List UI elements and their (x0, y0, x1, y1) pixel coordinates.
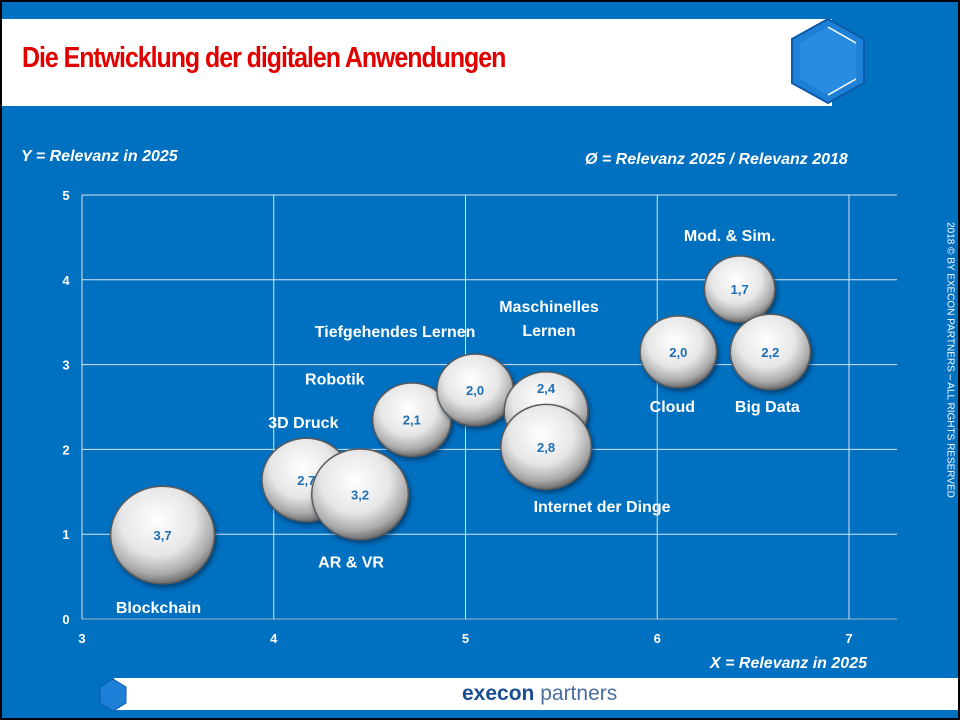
bubble-size-note: Ø = Relevanz 2025 / Relevanz 2018 (585, 151, 848, 168)
y-tick-label: 2 (62, 442, 69, 457)
bubble-value-label: 2,0 (669, 345, 687, 360)
bubble-value-label: 2,4 (537, 381, 556, 396)
bubble-value-label: 1,7 (731, 282, 749, 297)
footer-hexagon-icon (99, 678, 127, 712)
logo-light: partners (534, 682, 618, 705)
bubble-circle (310, 448, 410, 541)
y-axis-note: Y = Relevanz in 2025 (21, 148, 178, 165)
y-tick-label: 0 (62, 612, 69, 627)
point-name-label: Robotik (305, 372, 365, 389)
y-tick-label: 1 (62, 527, 69, 542)
bubble-big-data: 2,2 (729, 313, 812, 391)
x-tick-label: 4 (270, 631, 278, 646)
point-name-label: Mod. & Sim. (684, 228, 776, 245)
bubble-value-label: 3,2 (351, 487, 369, 502)
bubble-ar-vr: 3,2 (310, 448, 410, 541)
footer-band (114, 678, 958, 710)
hexagon-logo-icon (791, 17, 865, 105)
page-title: Die Entwicklung der digitalen Anwendunge… (22, 42, 506, 74)
bubble-blockchain: 3,7 (109, 485, 216, 585)
bubble-circle (371, 382, 452, 458)
point-name-label: Cloud (650, 399, 695, 416)
header-band (2, 19, 832, 106)
bubble-circle (639, 315, 718, 389)
y-tick-label: 4 (62, 273, 70, 288)
point-name-label: Lernen (522, 323, 575, 340)
y-tick-label: 5 (62, 188, 69, 203)
execon-partners-logo: execon partners (462, 682, 617, 706)
bubble-cloud: 2,0 (639, 315, 718, 389)
bubble-robotik: 2,1 (371, 382, 452, 458)
x-tick-label: 7 (845, 631, 852, 646)
point-name-label: Internet der Dinge (534, 499, 671, 516)
point-name-label: Tiefgehendes Lernen (315, 324, 476, 341)
logo-bold: execon (462, 682, 535, 705)
bubble-value-label: 2,0 (466, 383, 484, 398)
bubble-circle (109, 485, 216, 585)
point-name-label: Big Data (735, 399, 800, 416)
point-name-label: Blockchain (116, 600, 201, 617)
bubble-circle (500, 403, 592, 491)
bubble-value-label: 2,2 (761, 345, 779, 360)
bubble-value-label: 3,7 (153, 528, 171, 543)
bubble-tiefgehendes-lernen: 2,0 (436, 353, 515, 427)
x-tick-label: 3 (78, 631, 85, 646)
point-name-label: Maschinelles (499, 299, 599, 316)
x-tick-label: 5 (462, 631, 469, 646)
bubble-internet-der-dinge: 2,8 (500, 403, 592, 491)
bubble-value-label: 2,1 (403, 413, 421, 428)
bubble-mod-sim-: 1,7 (703, 255, 776, 323)
x-axis-note: X = Relevanz in 2025 (710, 655, 867, 672)
bubble-value-label: 2,7 (297, 473, 315, 488)
point-name-label: AR & VR (318, 554, 384, 571)
bubble-circle (703, 255, 776, 323)
point-name-label: 3D Druck (268, 415, 338, 432)
y-tick-label: 3 (62, 358, 69, 373)
x-tick-label: 6 (654, 631, 661, 646)
bubble-circle (729, 313, 812, 391)
bubble-value-label: 2,8 (537, 440, 555, 455)
